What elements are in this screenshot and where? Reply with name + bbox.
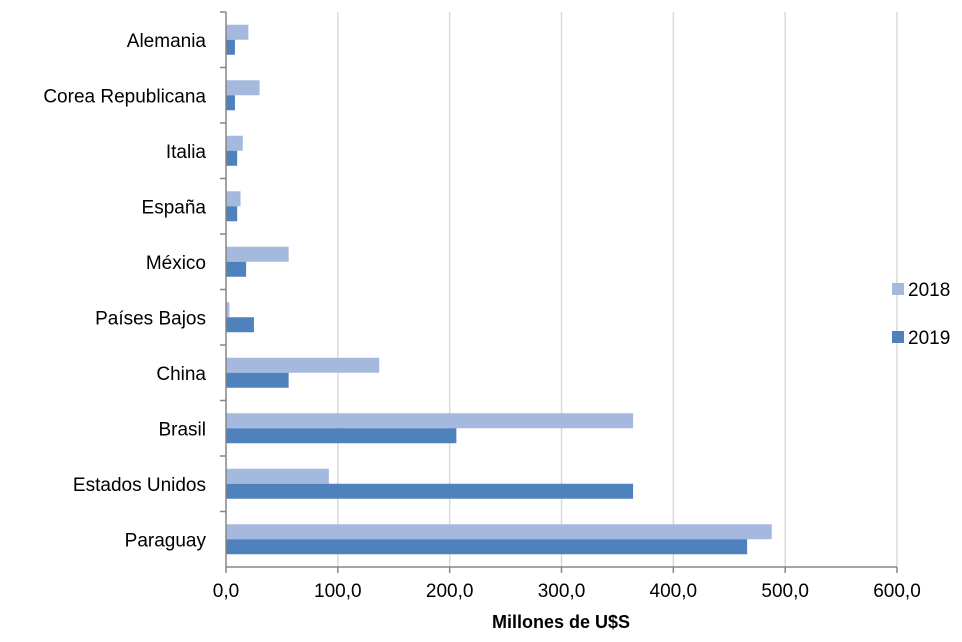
bar-2019-alemania: [226, 39, 235, 55]
bar-2019-estados-unidos: [226, 483, 634, 499]
x-tick-label: 400,0: [650, 581, 698, 602]
x-tick-labels: 0,0 100,0 200,0 300,0 400,0 500,0 600,0: [213, 581, 921, 602]
axes: [220, 11, 898, 573]
x-tick-label: 600,0: [873, 581, 921, 602]
category-label: Estados Unidos: [73, 475, 206, 496]
legend-label-2018: 2018: [908, 280, 950, 301]
category-label: Alemania: [127, 31, 207, 52]
bar-2019-italia: [226, 150, 238, 166]
x-axis-title: Millones de U$S: [492, 612, 630, 632]
legend-label-2019: 2019: [908, 328, 950, 349]
bar-2019-corea-republicana: [226, 95, 235, 111]
category-label: Corea Republicana: [43, 86, 206, 107]
bar-2019-china: [226, 372, 289, 388]
bar-2018-alemania: [226, 24, 249, 40]
bar-2018-países-bajos: [226, 302, 230, 318]
legend-swatch-2018: [892, 283, 904, 295]
bar-2019-paraguay: [226, 539, 748, 555]
category-label: Paraguay: [125, 530, 207, 551]
x-tick-label: 500,0: [761, 581, 809, 602]
bar-2018-china: [226, 357, 380, 373]
category-label: España: [142, 197, 207, 218]
category-label: China: [156, 364, 206, 385]
category-label: Países Bajos: [95, 308, 206, 329]
category-label: Italia: [166, 142, 207, 163]
bar-2018-italia: [226, 135, 243, 151]
bar-2019-países-bajos: [226, 317, 254, 333]
bar-2018-corea-republicana: [226, 80, 260, 96]
category-label: México: [146, 253, 206, 274]
bar-2019-españa: [226, 206, 238, 222]
bar-2019-méxico: [226, 261, 247, 277]
bars: [226, 24, 772, 555]
bar-2018-estados-unidos: [226, 468, 329, 484]
bar-2018-méxico: [226, 246, 289, 262]
x-tick-label: 300,0: [538, 581, 586, 602]
legend-swatch-2019: [892, 331, 904, 343]
x-tick-label: 200,0: [426, 581, 474, 602]
bar-2019-brasil: [226, 428, 457, 444]
x-tick-label: 100,0: [314, 581, 362, 602]
bar-2018-españa: [226, 191, 241, 207]
category-label: Brasil: [158, 419, 206, 440]
bar-2018-brasil: [226, 413, 634, 429]
category-labels: Paraguay Estados Unidos Brasil China Países …: [43, 31, 206, 552]
bar-2018-paraguay: [226, 524, 772, 540]
x-tick-label: 0,0: [213, 581, 239, 602]
legend: 2018 2019: [892, 280, 950, 349]
